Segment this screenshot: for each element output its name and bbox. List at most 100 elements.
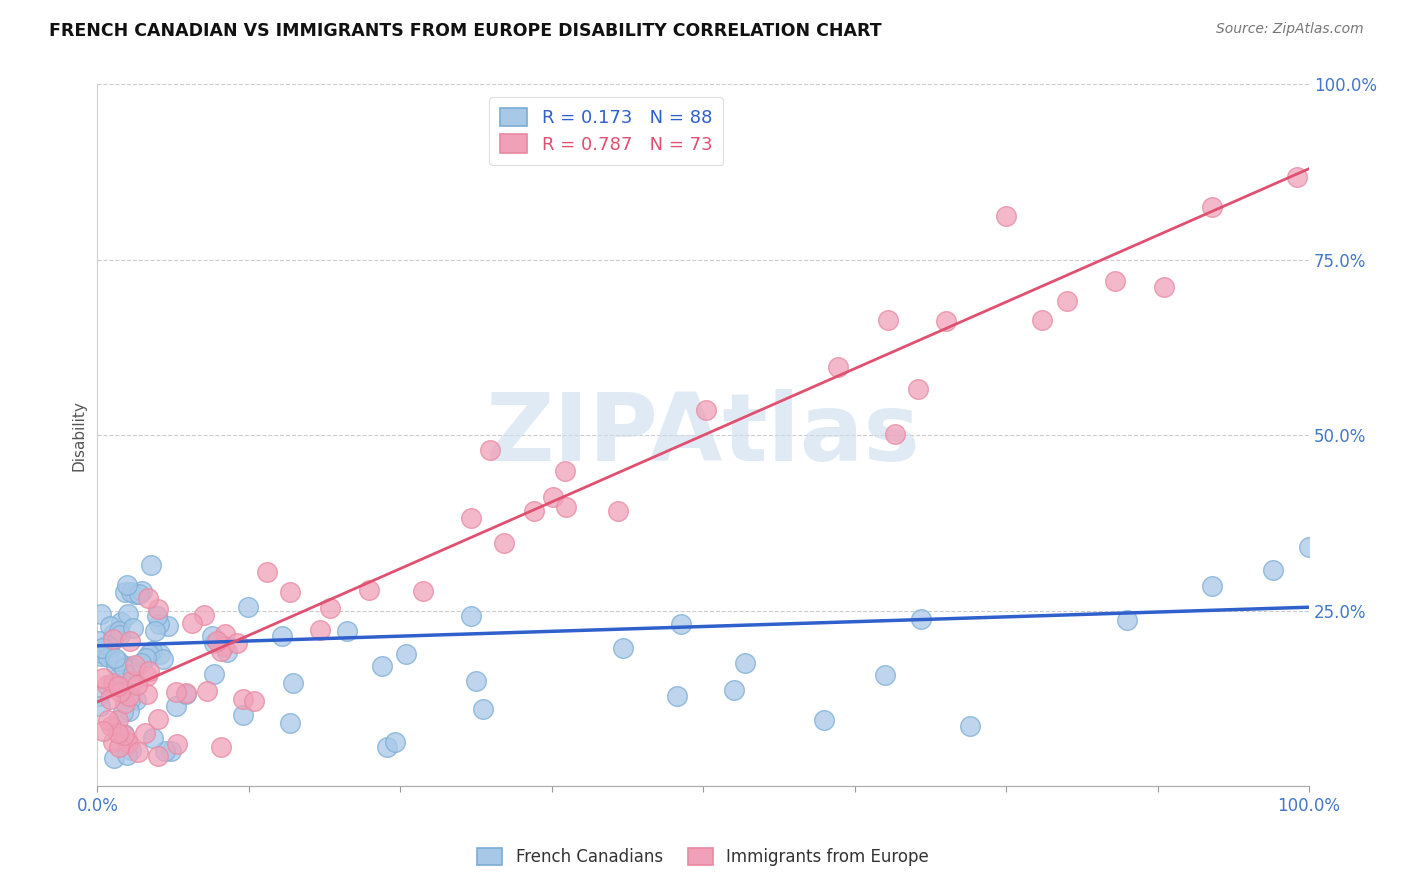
Point [90,607,112,622]
Point [127,745,149,759]
Point [128,587,150,601]
Point [104,658,127,673]
Point [232,708,254,723]
Point [606,504,628,518]
Point [523,504,546,518]
Point [813,713,835,727]
Point [138,647,160,661]
Point [100,719,122,733]
Point [115,577,138,591]
Point [120,674,142,689]
Y-axis label: Disability: Disability [72,400,86,471]
Point [115,658,138,673]
Point [112,661,135,675]
Point [101,626,124,640]
Point [122,661,145,675]
Point [110,685,132,699]
Point [217,645,239,659]
Point [1285,169,1308,184]
Point [114,585,136,599]
Point [98,645,121,659]
Point [723,682,745,697]
Point [256,565,278,579]
Point [148,601,170,615]
Point [412,583,434,598]
Point [135,651,157,665]
Point [165,684,187,698]
Point [1153,280,1175,294]
Point [107,726,129,740]
Point [103,632,125,646]
Point [136,687,159,701]
Point [141,644,163,658]
Point [202,635,225,649]
Point [209,740,232,755]
Point [115,733,138,747]
Point [114,696,136,710]
Point [91,671,114,685]
Point [935,314,957,328]
Point [225,636,247,650]
Point [205,634,228,648]
Point [112,705,135,719]
Point [1116,613,1139,627]
Point [395,647,418,661]
Point [165,698,187,713]
Point [112,681,135,696]
Point [122,620,145,634]
Point [959,719,981,733]
Point [90,649,112,664]
Point [112,727,135,741]
Point [112,728,135,742]
Point [97,713,120,727]
Point [555,500,578,515]
Point [1201,579,1223,593]
Point [89,699,111,714]
Point [243,694,266,708]
Point [479,442,502,457]
Point [108,627,131,641]
Point [93,641,115,656]
Point [460,609,482,624]
Point [107,654,129,668]
Point [149,647,172,661]
Point [827,359,849,374]
Point [98,691,121,706]
Point [108,668,131,682]
Point [87,634,110,648]
Point [1104,274,1126,288]
Point [146,712,169,726]
Point [96,638,118,652]
Point [1298,540,1320,554]
Point [91,641,114,656]
Point [120,585,142,599]
Point [209,644,232,658]
Point [174,686,197,700]
Point [138,664,160,678]
Point [104,651,127,665]
Point [995,209,1018,223]
Text: Source: ZipAtlas.com: Source: ZipAtlas.com [1216,22,1364,37]
Point [148,617,170,632]
Point [201,629,224,643]
Point [125,692,148,706]
Point [118,634,141,648]
Point [117,607,139,622]
Point [97,650,120,665]
Point [309,624,332,638]
Point [91,724,114,739]
Point [666,689,689,703]
Point [118,689,141,703]
Text: FRENCH CANADIAN VS IMMIGRANTS FROM EUROPE DISABILITY CORRELATION CHART: FRENCH CANADIAN VS IMMIGRANTS FROM EUROP… [49,22,882,40]
Point [124,587,146,601]
Point [134,726,156,740]
Point [139,558,162,572]
Point [107,713,129,727]
Point [115,748,138,763]
Point [135,669,157,683]
Point [695,402,717,417]
Point [554,465,576,479]
Point [202,667,225,681]
Point [118,705,141,719]
Point [375,739,398,754]
